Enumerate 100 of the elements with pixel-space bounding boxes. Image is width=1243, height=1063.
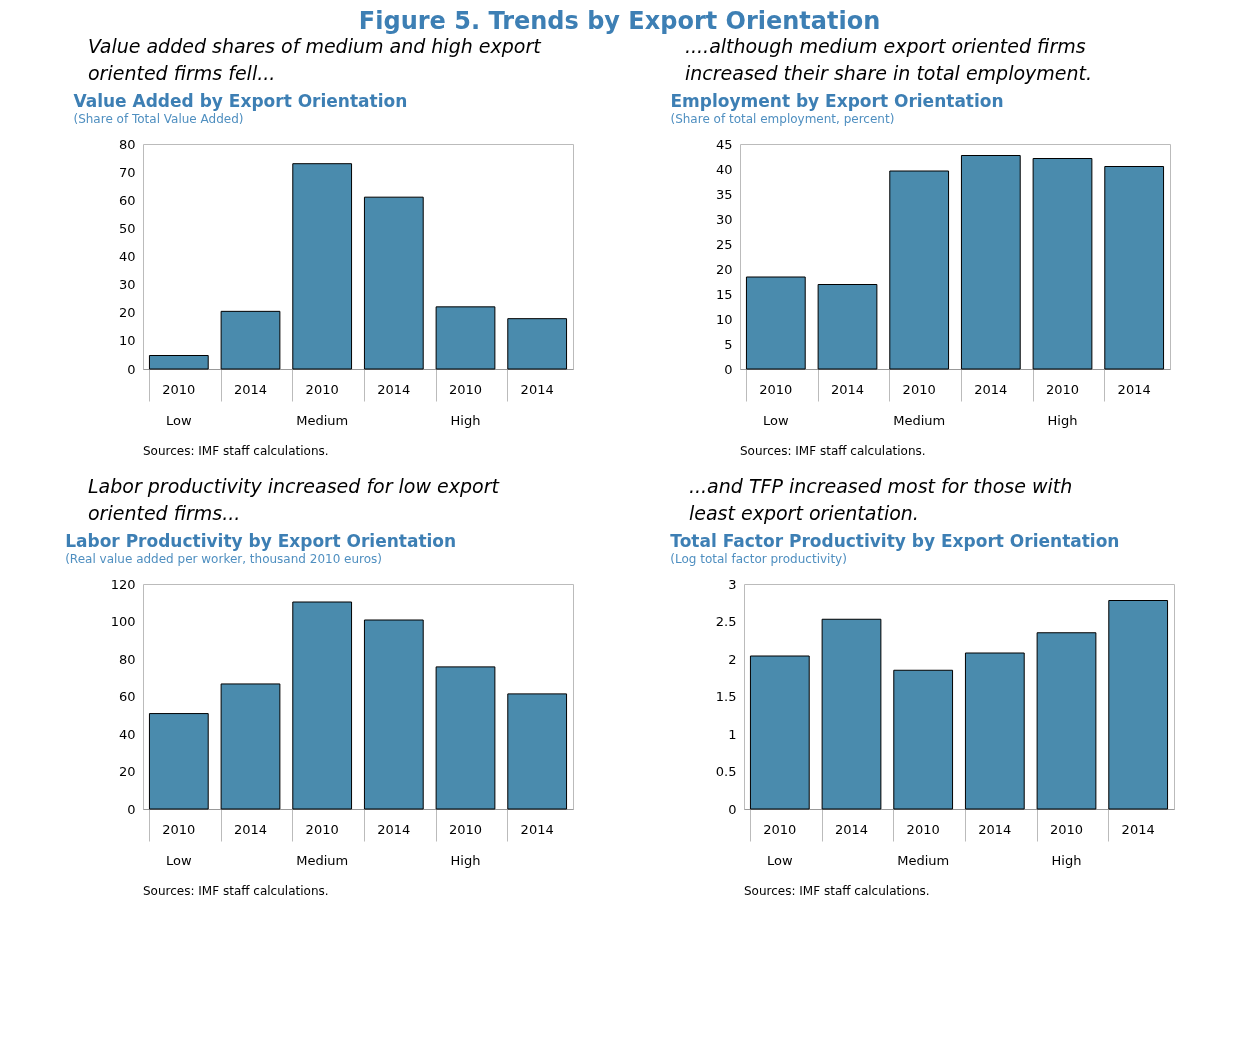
bar	[1032, 158, 1093, 370]
y-tick-label: 10	[715, 311, 733, 327]
chart-title: Labor Productivity by Export Orientation	[65, 531, 457, 551]
text: Value added shares of medium and high export oriented firms fell...	[88, 35, 543, 84]
bar	[220, 310, 281, 370]
bar	[893, 669, 954, 810]
text: Low	[166, 413, 192, 428]
bar	[292, 163, 353, 370]
bar	[817, 284, 878, 370]
x-tick-label: 2014	[1121, 821, 1155, 837]
bar	[964, 652, 1025, 810]
y-tick-label: 40	[715, 161, 733, 177]
text: Medium	[893, 413, 946, 428]
y-tick-label: 15	[715, 286, 733, 302]
bar	[148, 713, 209, 810]
bar	[1104, 166, 1165, 370]
source-note: Sources: IMF staff calculations.	[143, 884, 329, 898]
y-tick-label: 40	[118, 726, 136, 742]
y-tick-label: 80	[118, 136, 136, 152]
chart-subtitle: (Share of Total Value Added)	[73, 112, 244, 126]
text: Low	[763, 413, 789, 428]
bar	[363, 619, 424, 810]
x-tick-label: 2014	[233, 821, 268, 837]
x-tick-label: 2010	[906, 821, 940, 837]
x-tick-label: 2010	[759, 381, 793, 397]
y-tick-label: 3	[728, 576, 737, 592]
y-tick-label: 45	[715, 136, 733, 152]
text: Figure 5. Trends by Export Orientation	[358, 7, 881, 35]
x-tick-label: 2014	[520, 381, 554, 397]
text: High	[1051, 853, 1082, 868]
y-tick-label: 5	[724, 336, 733, 352]
chart-title: Total Factor Productivity by Export Orientation	[670, 531, 1120, 551]
x-tick-label: 2010	[162, 381, 196, 397]
x-tick-label: 2014	[978, 821, 1012, 837]
text: ...and TFP increased most for those with least export orientation.	[689, 475, 1073, 524]
x-tick-label: 2010	[763, 821, 797, 837]
x-tick-label: 2010	[305, 381, 339, 397]
y-tick-label: 10	[118, 333, 136, 349]
y-tick-label: 100	[110, 614, 136, 629]
chart-title: Employment by Export Orientation	[670, 91, 1004, 111]
x-tick-label: 2010	[448, 381, 483, 397]
y-tick-label: 35	[715, 186, 733, 202]
text: Low	[166, 853, 192, 868]
bar	[292, 601, 353, 810]
bar	[749, 655, 810, 810]
bar	[745, 276, 806, 370]
x-tick-label: 2014	[830, 381, 865, 397]
x-tick-label: 2014	[377, 821, 411, 837]
y-tick-label: 120	[110, 576, 136, 592]
y-tick-label: 0	[728, 801, 737, 817]
source-note: Sources: IMF staff calculations.	[744, 884, 930, 898]
x-tick-label: 2014	[233, 381, 268, 397]
x-tick-label: 2014	[520, 821, 554, 837]
source-note: Sources: IMF staff calculations.	[740, 444, 926, 458]
bar	[960, 155, 1021, 370]
text: High	[450, 853, 481, 868]
y-tick-label: 50	[118, 220, 136, 236]
y-tick-label: 20	[715, 261, 733, 277]
y-tick-label: 60	[118, 192, 136, 208]
x-tick-label: 2014	[834, 821, 869, 837]
text: Medium	[296, 413, 349, 428]
chart-subtitle: (Log total factor productivity)	[670, 552, 847, 566]
y-tick-label: 0.5	[715, 764, 737, 779]
y-tick-label: 2.5	[715, 614, 737, 629]
text: Labor productivity increased for low export oriented firms...	[88, 475, 501, 524]
x-tick-label: 2010	[305, 821, 339, 837]
text: Low	[767, 853, 793, 868]
y-tick-label: 2	[728, 651, 737, 667]
text: High	[450, 413, 481, 428]
bar	[220, 683, 281, 810]
bar	[507, 318, 568, 370]
y-tick-label: 80	[118, 651, 136, 667]
chart-subtitle: (Real value added per worker, thousand 2010 euros)	[65, 552, 383, 566]
bar	[363, 196, 424, 370]
x-tick-label: 2010	[902, 381, 936, 397]
bar	[889, 170, 950, 370]
x-tick-label: 2010	[162, 821, 196, 837]
y-tick-label: 20	[118, 305, 136, 321]
x-tick-label: 2014	[1117, 381, 1151, 397]
bar	[821, 618, 882, 810]
text: ....although medium export oriented firms increased their share in total employment.	[685, 35, 1093, 84]
y-tick-label: 25	[715, 236, 733, 252]
bar	[435, 306, 496, 370]
x-tick-label: 2014	[377, 381, 411, 397]
x-tick-label: 2010	[1045, 381, 1080, 397]
y-tick-label: 60	[118, 689, 136, 704]
y-tick-label: 1	[728, 726, 737, 742]
y-tick-label: 30	[118, 277, 136, 293]
x-tick-label: 2014	[974, 381, 1008, 397]
text: Medium	[897, 853, 950, 868]
source-note: Sources: IMF staff calculations.	[143, 444, 329, 458]
y-tick-label: 0	[724, 361, 733, 377]
y-tick-label: 40	[118, 249, 136, 264]
bar	[148, 355, 209, 370]
chart-title: Value Added by Export Orientation	[73, 91, 408, 111]
text: High	[1047, 413, 1078, 428]
chart-subtitle: (Share of total employment, percent)	[670, 112, 895, 126]
y-tick-label: 0	[127, 801, 136, 817]
y-tick-label: 20	[118, 764, 136, 779]
y-tick-label: 1.5	[715, 689, 737, 704]
